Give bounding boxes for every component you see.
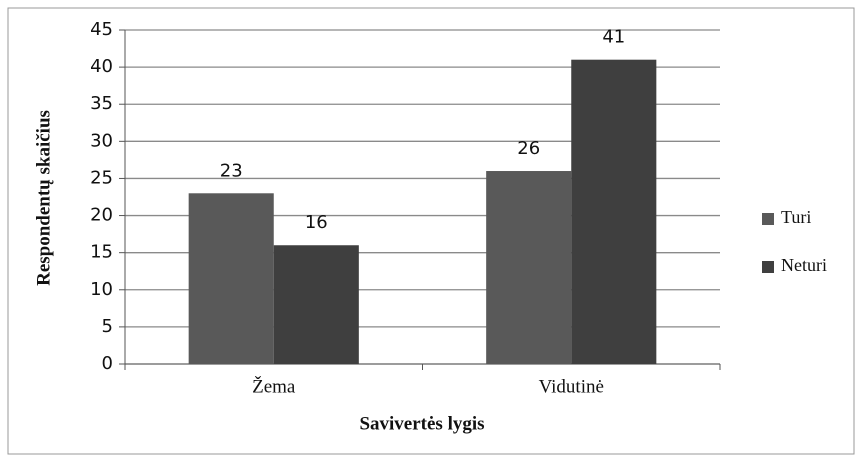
bar (273, 245, 359, 364)
data-label: 41 (602, 27, 625, 48)
x-tick-label: Vidutinė (539, 376, 604, 397)
y-axis-title: Respondentų skaičius (33, 110, 54, 286)
y-tick-label: 40 (90, 56, 113, 77)
y-tick-label: 10 (90, 279, 113, 300)
legend-label: Turi (781, 207, 811, 227)
bar (486, 171, 572, 364)
data-label: 26 (517, 138, 540, 159)
bar (188, 193, 274, 364)
y-tick-label: 5 (102, 316, 113, 337)
x-tick-label: Žema (252, 375, 296, 397)
bar (571, 59, 657, 364)
x-axis-title: Savivertės lygis (359, 413, 484, 434)
y-tick-label: 30 (90, 130, 113, 151)
y-tick-label: 20 (90, 205, 113, 226)
legend-label: Neturi (781, 255, 827, 275)
data-label: 23 (220, 160, 243, 181)
y-tick-label: 15 (90, 242, 113, 263)
y-tick-label: 0 (102, 353, 113, 374)
data-label: 16 (305, 212, 328, 233)
legend-swatch (762, 213, 774, 225)
y-tick-label: 25 (90, 167, 113, 188)
chart-frame (7, 7, 855, 455)
y-tick-label: 45 (90, 19, 113, 40)
legend-swatch (762, 261, 774, 273)
y-tick-label: 35 (90, 93, 113, 114)
